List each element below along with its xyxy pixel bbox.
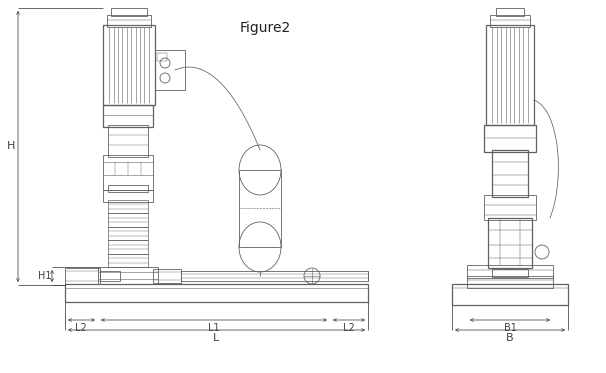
Bar [467, 265, 553, 278]
Bar [108, 240, 148, 254]
Bar [467, 276, 553, 288]
Bar [488, 218, 532, 268]
Bar [490, 15, 530, 27]
Bar [100, 271, 120, 281]
Text: L2: L2 [343, 323, 355, 333]
Bar [484, 125, 536, 152]
Bar [111, 8, 147, 16]
Text: Figure2: Figure2 [239, 21, 291, 35]
Bar [496, 8, 524, 16]
Text: L2: L2 [75, 323, 87, 333]
Bar [239, 170, 281, 247]
Bar [492, 150, 528, 197]
Bar [492, 269, 528, 277]
Bar [153, 269, 181, 283]
Bar [103, 155, 153, 190]
Bar [108, 125, 148, 157]
Bar [108, 185, 148, 192]
Bar [452, 284, 568, 305]
Bar [108, 213, 148, 227]
Bar [103, 190, 153, 202]
Bar [155, 50, 185, 90]
Bar [484, 195, 536, 220]
Bar [103, 25, 155, 105]
Bar [486, 25, 534, 125]
Text: L: L [213, 333, 219, 343]
Bar [108, 254, 148, 267]
Bar [65, 284, 368, 302]
Text: L1: L1 [208, 323, 220, 333]
Bar [98, 267, 158, 284]
Bar [65, 268, 100, 284]
Bar [181, 271, 368, 281]
Text: B1: B1 [504, 323, 516, 333]
Bar [108, 227, 148, 240]
Bar [108, 200, 148, 213]
Text: H1: H1 [38, 271, 52, 281]
Bar [107, 15, 151, 27]
Bar [103, 105, 153, 127]
Text: H: H [7, 141, 15, 151]
Text: B: B [506, 333, 514, 343]
Bar [157, 53, 167, 61]
